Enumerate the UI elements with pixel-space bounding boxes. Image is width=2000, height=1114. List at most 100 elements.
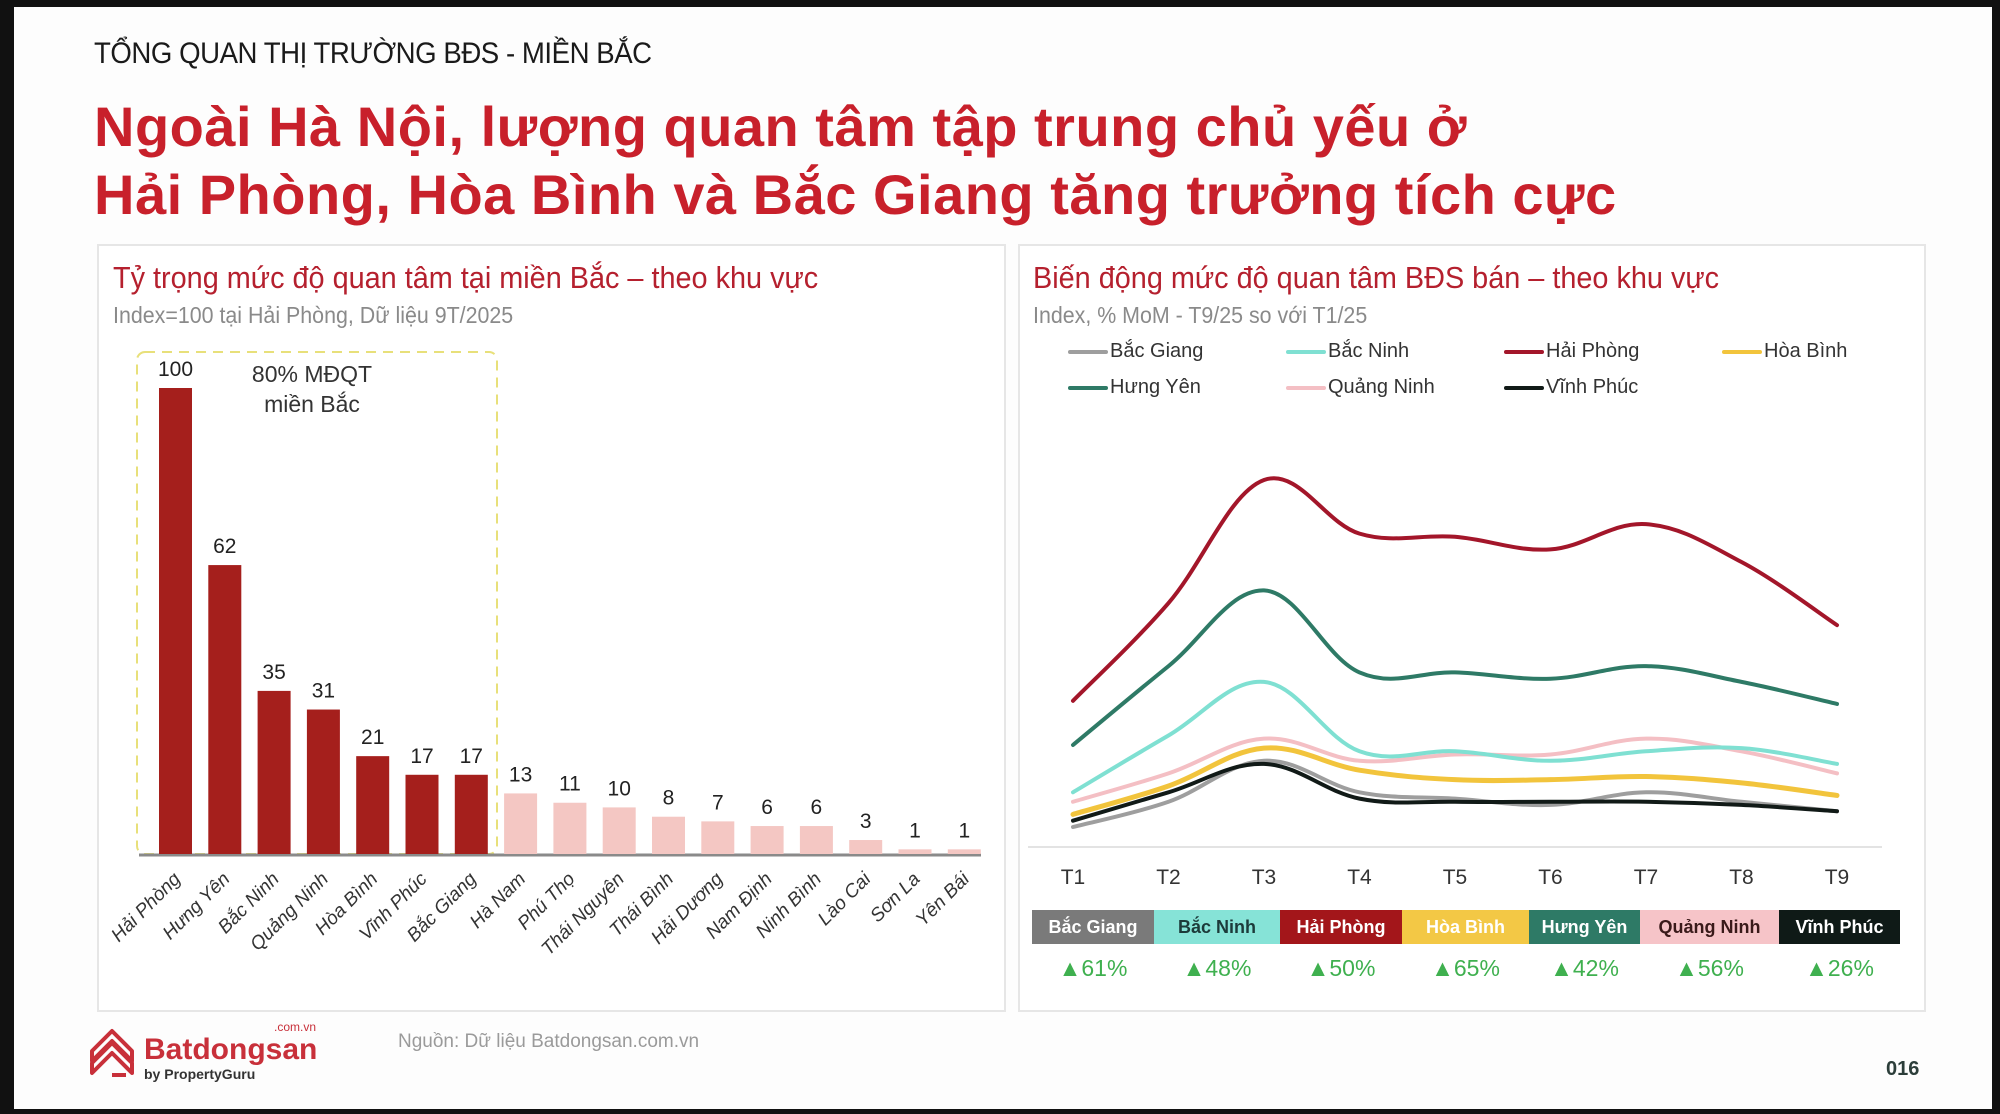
bar <box>454 774 488 854</box>
bar-value-label: 7 <box>712 791 724 814</box>
logo-brand: Batdongsan <box>144 1033 317 1066</box>
bar <box>799 826 833 854</box>
bar <box>898 849 932 854</box>
x-tick-label: T8 <box>1729 866 1754 889</box>
legend-label: Quảng Ninh <box>1328 376 1435 398</box>
bar <box>553 802 587 854</box>
bar-value-label: 3 <box>860 810 872 833</box>
region-change-value: ▲48% <box>1182 955 1252 981</box>
legend-swatch-icon <box>1722 349 1762 354</box>
line-chart: T1 T2 T3 T4 T5 T6 T7 T8 T9 <box>1028 476 1882 889</box>
line-chart-title: Biến động mức độ quan tâm BĐS bán – theo… <box>1033 260 1720 295</box>
bar-value-label: 1 <box>909 819 921 842</box>
bar-category-label: Lào Cai <box>814 868 876 930</box>
region-change-value: ▲65% <box>1431 955 1500 981</box>
region-badge: Bắc Giang <box>1032 910 1154 944</box>
headline-line-1: Ngoài Hà Nội, lượng quan tâm tập trung c… <box>94 95 1468 158</box>
bar-chart-subtitle: Index=100 tại Hải Phòng, Dữ liệu 9T/2025 <box>113 302 514 328</box>
region-summary-badges: Bắc Giang Bắc Ninh Hải Phòng Hòa Bình Hưng Y… <box>1032 910 1900 944</box>
legend-item: Hòa Bình <box>1722 340 1847 363</box>
region-change-value: ▲61% <box>1058 955 1128 981</box>
line-series <box>1071 679 1839 795</box>
legend-item: Bắc Giang <box>1068 340 1203 363</box>
bar-value-label: 17 <box>460 745 483 768</box>
x-tick-label: T6 <box>1538 866 1563 889</box>
x-tick-label: T4 <box>1347 866 1372 889</box>
x-tick-label: T7 <box>1634 866 1659 889</box>
legend-item: Vĩnh Phúc <box>1504 376 1638 399</box>
legend-swatch-icon <box>1068 385 1108 390</box>
bar <box>750 826 784 854</box>
x-tick-label: T9 <box>1825 866 1850 889</box>
legend-label: Hòa Bình <box>1764 340 1848 362</box>
line-series <box>1071 588 1839 747</box>
x-tick-label: T5 <box>1443 866 1468 889</box>
bar <box>652 816 685 854</box>
legend-label: Bắc Ninh <box>1328 340 1410 362</box>
bar <box>306 709 340 854</box>
region-badge: Hòa Bình <box>1402 910 1529 944</box>
legend-label: Vĩnh Phúc <box>1546 376 1639 398</box>
bar <box>849 840 883 854</box>
slide: TỔNG QUAN THỊ TRƯỜNG BĐS - MIỀN BẮC Ngoà… <box>14 7 1992 1109</box>
highlight-annotation: 80% MĐQT miền Bắc <box>252 361 372 417</box>
bar-value-label: 31 <box>312 680 335 703</box>
bar-value-label: 10 <box>608 777 631 800</box>
source-note: Nguồn: Dữ liệu Batdongsan.com.vn <box>398 1031 700 1052</box>
bar <box>504 793 538 854</box>
legend-swatch-icon <box>1504 385 1544 390</box>
bar <box>208 565 242 854</box>
bar <box>947 849 981 854</box>
bar-value-label: 62 <box>213 535 236 558</box>
region-badge: Bắc Ninh <box>1154 910 1280 944</box>
line-chart-legend: Bắc Giang Bắc Ninh Hải Phòng Hòa Bình Hưng Y… <box>1020 246 1920 398</box>
slide-headline: Ngoài Hà Nội, lượng quan tâm tập trung c… <box>94 93 1617 229</box>
bar-value-label: 35 <box>262 661 285 684</box>
legend-item: Bắc Ninh <box>1286 340 1409 363</box>
bar <box>701 821 735 854</box>
line-series <box>1071 758 1839 829</box>
section-kicker: TỔNG QUAN THỊ TRƯỜNG BĐS - MIỀN BẮC <box>94 37 652 70</box>
house-stack-icon <box>90 1029 134 1077</box>
bar-value-label: 6 <box>761 796 773 819</box>
x-tick-label: T1 <box>1061 866 1086 889</box>
bar <box>405 774 439 854</box>
bar-group: 1 Yên Bái <box>912 819 981 931</box>
bar <box>159 388 192 854</box>
line-chart-subtitle: Index, % MoM - T9/25 so với T1/25 <box>1033 302 1368 328</box>
bar-chart-title: Tỷ trọng mức độ quan tâm tại miền Bắc – … <box>113 260 819 295</box>
bar <box>257 690 291 854</box>
bar-value-label: 100 <box>158 358 193 381</box>
region-change-value: ▲56% <box>1675 955 1744 981</box>
legend-swatch-icon <box>1068 349 1108 354</box>
x-tick-label: T2 <box>1156 866 1181 889</box>
region-badge: Vĩnh Phúc <box>1779 910 1900 944</box>
line-chart-card: Biến động mức độ quan tâm BĐS bán – theo… <box>1018 244 1926 1012</box>
region-badge: Hưng Yên <box>1529 910 1640 944</box>
bar-value-label: 1 <box>958 819 970 842</box>
line-series <box>1071 736 1839 804</box>
bar-value-label: 11 <box>559 773 581 796</box>
legend-label: Hải Phòng <box>1546 340 1640 362</box>
bar-value-label: 8 <box>663 787 675 810</box>
region-change-value: ▲50% <box>1306 955 1376 981</box>
legend-label: Hưng Yên <box>1110 376 1201 398</box>
logo-tagline: by PropertyGuru <box>144 1066 255 1082</box>
legend-swatch-icon <box>1286 385 1326 390</box>
region-change-value: ▲42% <box>1550 955 1619 981</box>
line-series <box>1071 476 1839 703</box>
bar-chart-card: Tỷ trọng mức độ quan tâm tại miền Bắc – … <box>97 244 1006 1012</box>
batdongsan-logo: .com.vn Batdongsan by PropertyGuru <box>90 1020 317 1082</box>
line-series <box>1071 761 1839 823</box>
page-number: 016 <box>1886 1058 1920 1080</box>
legend-swatch-icon <box>1286 349 1326 354</box>
logo-domain: .com.vn <box>274 1020 316 1034</box>
bar-category-label: Yên Bái <box>912 868 974 930</box>
bar-value-label: 13 <box>509 763 532 786</box>
legend-label: Bắc Giang <box>1110 340 1204 362</box>
legend-swatch-icon <box>1504 349 1544 354</box>
bar-value-label: 21 <box>361 726 384 749</box>
bar-value-label: 6 <box>811 796 823 819</box>
